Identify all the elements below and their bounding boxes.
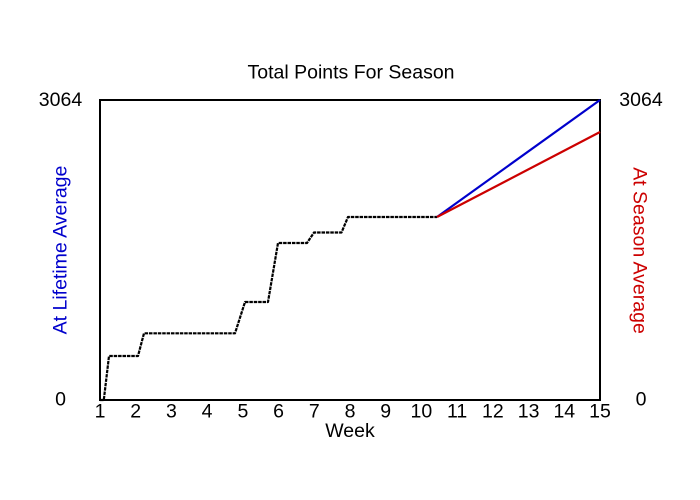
svg-text:0: 0 xyxy=(636,389,647,411)
svg-text:3064: 3064 xyxy=(39,89,83,111)
svg-text:15: 15 xyxy=(589,401,611,423)
svg-text:7: 7 xyxy=(309,401,320,423)
svg-text:6: 6 xyxy=(273,401,284,423)
svg-text:4: 4 xyxy=(202,401,213,423)
svg-text:Total Points For Season: Total Points For Season xyxy=(247,62,454,84)
svg-text:9: 9 xyxy=(380,401,391,423)
svg-text:8: 8 xyxy=(345,401,356,423)
svg-text:13: 13 xyxy=(518,401,540,423)
svg-text:3: 3 xyxy=(166,401,177,423)
svg-text:12: 12 xyxy=(482,401,504,423)
svg-text:11: 11 xyxy=(447,401,467,423)
svg-text:At Season Average: At Season Average xyxy=(629,167,651,334)
svg-text:0: 0 xyxy=(55,389,66,411)
svg-text:At Lifetime Average: At Lifetime Average xyxy=(49,166,71,335)
svg-text:3064: 3064 xyxy=(619,89,663,111)
svg-text:5: 5 xyxy=(237,401,248,423)
svg-text:Week: Week xyxy=(325,420,375,442)
svg-text:10: 10 xyxy=(411,401,433,423)
svg-text:1: 1 xyxy=(95,401,106,423)
svg-text:14: 14 xyxy=(553,401,575,423)
svg-text:2: 2 xyxy=(130,401,141,423)
